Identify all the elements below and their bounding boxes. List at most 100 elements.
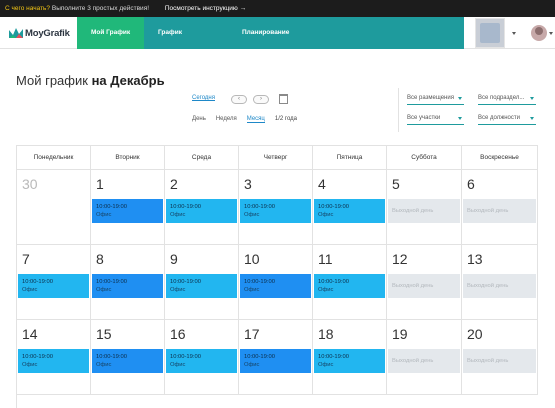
today-link[interactable]: Сегодня xyxy=(192,95,215,101)
chevron-right-icon[interactable]: › xyxy=(253,95,269,104)
shift-block[interactable]: 10:00-19:00 Офис xyxy=(92,349,163,373)
month-calendar: Понедельник Вторник Среда Четверг Пятница Суб… xyxy=(16,145,538,408)
day-cell[interactable]: 4 10:00-19:00 Офис xyxy=(313,170,387,245)
day-off-block[interactable]: Выходной день xyxy=(463,349,536,373)
day-cell[interactable]: 13 Выходной день xyxy=(462,245,538,320)
day-cell[interactable]: 11 10:00-19:00 Офис xyxy=(313,245,387,320)
view-switcher: День Неделя Месяц 1/2 года xyxy=(192,116,297,123)
shift-time: 10:00-19:00 xyxy=(170,204,201,210)
shift-block[interactable]: 10:00-19:00 Офис xyxy=(18,349,89,373)
day-cell[interactable]: 8 10:00-19:00 Офис xyxy=(91,245,165,320)
shift-block[interactable]: 10:00-19:00 Офис xyxy=(240,199,311,223)
shift-time: 10:00-19:00 xyxy=(244,204,275,210)
day-number: 11 xyxy=(318,251,333,267)
company-avatar[interactable] xyxy=(475,18,505,48)
weekday-header: Пятница xyxy=(313,146,387,170)
day-cell[interactable]: 9 10:00-19:00 Офис xyxy=(165,245,239,320)
day-cell[interactable]: 17 10:00-19:00 Офис xyxy=(239,320,313,395)
day-off-block[interactable]: Выходной день xyxy=(388,349,460,373)
shift-block[interactable]: 10:00-19:00 Офис xyxy=(314,349,385,373)
day-off-block[interactable]: Выходной день xyxy=(388,199,460,223)
tab-my-schedule[interactable]: Мой График xyxy=(77,17,144,49)
shift-location: Офис xyxy=(318,212,334,218)
departments-filter[interactable]: Все подраздел... xyxy=(478,94,536,105)
shift-block[interactable]: 10:00-19:00 Офис xyxy=(18,274,89,298)
shift-location: Офис xyxy=(96,362,112,368)
shift-block[interactable]: 10:00-19:00 Офис xyxy=(166,199,237,223)
chevron-down-icon xyxy=(530,97,534,100)
day-cell[interactable]: 1 10:00-19:00 Офис xyxy=(91,170,165,245)
shift-location: Офис xyxy=(22,287,38,293)
day-number: 10 xyxy=(244,251,260,267)
day-number: 4 xyxy=(318,176,326,192)
day-cell[interactable]: 5 Выходной день xyxy=(387,170,462,245)
areas-filter[interactable]: Все участки xyxy=(407,114,464,125)
day-cell[interactable]: 18 10:00-19:00 Офис xyxy=(313,320,387,395)
shift-time: 10:00-19:00 xyxy=(318,204,349,210)
logo[interactable]: MoyGrafik xyxy=(9,27,70,39)
day-cell[interactable]: 20 Выходной день xyxy=(462,320,538,395)
shift-time: 10:00-19:00 xyxy=(170,279,201,285)
day-cell[interactable]: 19 Выходной день xyxy=(387,320,462,395)
title-prefix: Мой график xyxy=(16,73,88,88)
placements-filter[interactable]: Все размещения xyxy=(407,94,464,105)
placements-filter-label: Все размещения xyxy=(407,95,454,101)
shift-block[interactable]: 10:00-19:00 Офис xyxy=(166,349,237,373)
shift-location: Офис xyxy=(22,362,38,368)
shift-time: 10:00-19:00 xyxy=(244,354,275,360)
view-month[interactable]: Месяц xyxy=(246,116,265,123)
chevron-down-icon[interactable] xyxy=(512,32,516,35)
shift-block[interactable]: 10:00-19:00 Офис xyxy=(92,199,163,223)
positions-filter[interactable]: Все должности xyxy=(478,114,536,125)
day-cell[interactable]: 15 10:00-19:00 Офис xyxy=(91,320,165,395)
user-avatar[interactable] xyxy=(531,25,547,41)
shift-location: Офис xyxy=(318,287,334,293)
departments-filter-label: Все подраздел... xyxy=(478,95,525,101)
view-day[interactable]: День xyxy=(192,116,206,122)
day-cell[interactable]: 30 xyxy=(17,170,91,245)
day-cell[interactable]: 2 10:00-19:00 Офис xyxy=(165,170,239,245)
tab-company-schedule[interactable]: График компании xyxy=(158,29,190,68)
shift-block[interactable]: 10:00-19:00 Офис xyxy=(240,349,311,373)
shift-location: Офис xyxy=(244,362,260,368)
shift-block[interactable]: 10:00-19:00 Офис xyxy=(166,274,237,298)
shift-time: Выходной день xyxy=(467,358,509,364)
day-number: 9 xyxy=(170,251,178,267)
shift-block[interactable]: 10:00-19:00 Офис xyxy=(240,274,311,298)
app-header: MoyGrafik Мой График График компании Пла… xyxy=(0,17,555,68)
view-week[interactable]: Неделя xyxy=(215,116,237,122)
promo-bar: С чего начать? Выполните 3 простых дейст… xyxy=(0,0,555,17)
day-cell[interactable]: 14 10:00-19:00 Офис xyxy=(17,320,91,395)
day-off-block[interactable]: Выходной день xyxy=(463,274,536,298)
day-cell[interactable]: 7 10:00-19:00 Офис xyxy=(17,245,91,320)
day-off-block[interactable]: Выходной день xyxy=(463,199,536,223)
chevron-down-icon[interactable] xyxy=(549,32,553,35)
shift-block[interactable]: 10:00-19:00 Офис xyxy=(92,274,163,298)
day-cell[interactable]: 6 Выходной день xyxy=(462,170,538,245)
logo-icon xyxy=(9,28,23,38)
shift-time: 10:00-19:00 xyxy=(96,354,127,360)
tab-planning[interactable]: Планирование xyxy=(242,29,290,36)
day-cell[interactable]: 16 10:00-19:00 Офис xyxy=(165,320,239,395)
day-number: 30 xyxy=(22,176,38,192)
instruction-link[interactable]: Посмотреть инструкцию → xyxy=(164,5,247,12)
day-number: 8 xyxy=(96,251,104,267)
day-off-block[interactable]: Выходной день xyxy=(388,274,460,298)
shift-location: Офис xyxy=(96,212,112,218)
day-number: 12 xyxy=(392,251,408,267)
weekday-header: Среда xyxy=(165,146,239,170)
shift-block[interactable]: 10:00-19:00 Офис xyxy=(314,274,385,298)
day-cell[interactable]: 12 Выходной день xyxy=(387,245,462,320)
shift-time: Выходной день xyxy=(392,283,434,289)
shift-block[interactable]: 10:00-19:00 Офис xyxy=(314,199,385,223)
day-number: 18 xyxy=(318,326,334,342)
day-cell[interactable]: 3 10:00-19:00 Офис xyxy=(239,170,313,245)
weekday-header: Суббота xyxy=(387,146,462,170)
promo-text: Выполните 3 простых действия! xyxy=(51,5,150,12)
shift-time: Выходной день xyxy=(392,358,434,364)
calendar-icon[interactable] xyxy=(279,94,288,104)
view-half-year[interactable]: 1/2 года xyxy=(274,116,297,122)
day-cell[interactable]: 10 10:00-19:00 Офис xyxy=(239,245,313,320)
shift-location: Офис xyxy=(318,362,334,368)
chevron-left-icon[interactable]: ‹ xyxy=(231,95,247,104)
